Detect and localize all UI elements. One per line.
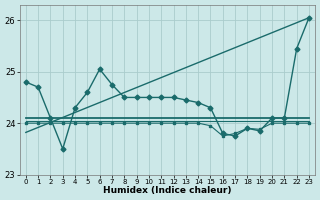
- X-axis label: Humidex (Indice chaleur): Humidex (Indice chaleur): [103, 186, 232, 195]
